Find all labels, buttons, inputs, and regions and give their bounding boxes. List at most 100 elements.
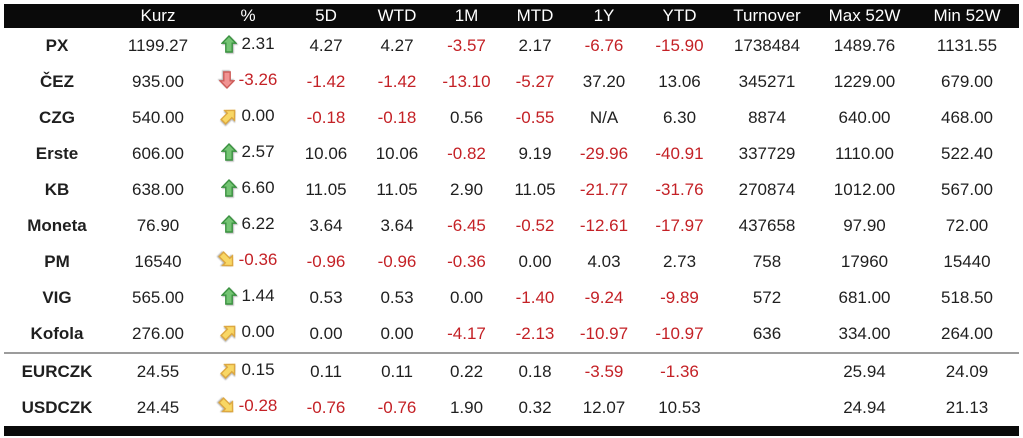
wtd-cell: 0.00 xyxy=(380,324,414,343)
table-row-erste: Erste 606.00 2.57 10.06 10.06 -0.82 9.19 -29.96… xyxy=(4,136,1019,172)
turnover-cell: 345271 xyxy=(738,72,796,91)
d5-cell: -0.76 xyxy=(306,398,346,417)
kurz-cell: 638.00 xyxy=(132,180,184,199)
wtd-cell: 11.05 xyxy=(376,180,418,199)
d5-cell: 10.06 xyxy=(304,144,348,163)
y1-cell: 12.07 xyxy=(582,398,626,417)
mtd-cell: 2.17 xyxy=(518,36,552,55)
kurz-cell: 1199.27 xyxy=(127,36,189,55)
max52w-cell: 1229.00 xyxy=(833,72,896,91)
pct-value: 2.57 xyxy=(241,142,275,161)
table-body: PX 1199.27 2.31 4.27 4.27 -3.57 2.17 -6.76 -15.9… xyxy=(4,28,1019,426)
pct-value: 0.00 xyxy=(241,106,275,125)
table-row-czg: CZG 540.00 0.00 -0.18 -0.18 0.56 -0.55 N/A 6.30 8… xyxy=(4,100,1019,136)
m1-cell: 0.22 xyxy=(432,352,501,390)
column-header-mtd: MTD xyxy=(501,4,569,28)
d5-cell: 3.64 xyxy=(309,216,343,235)
bottom-bar xyxy=(4,426,1019,436)
max52w-cell: 1489.76 xyxy=(833,36,896,55)
y1-cell: -3.59 xyxy=(569,352,639,390)
market-table: Kurz% 5D WTD 1M MTD 1Y YTD Turnover Max 52W Min 5… xyxy=(4,4,1019,426)
wtd-cell: 3.64 xyxy=(380,216,414,235)
pct-value: -0.36 xyxy=(238,250,278,269)
d5-cell: -1.42 xyxy=(306,72,346,91)
column-header-name xyxy=(4,4,110,28)
ytd-cell: -15.90 xyxy=(655,36,704,55)
max52w-cell: 97.90 xyxy=(843,216,886,235)
min52w-cell: 72.00 xyxy=(945,216,989,235)
min52w-cell: 518.50 xyxy=(941,288,993,307)
column-header-kurz: Kurz xyxy=(110,4,206,28)
kurz-cell: 24.55 xyxy=(110,352,206,390)
m1-cell: 0.00 xyxy=(449,288,484,307)
m1-cell: -0.36 xyxy=(447,252,486,271)
m1-cell: -3.57 xyxy=(447,36,486,55)
max52w-cell: 25.94 xyxy=(814,352,915,390)
turnover-cell: 437658 xyxy=(738,216,796,235)
table-row-kofola: Kofola 276.00 0.00 0.00 0.00 -4.17 -2.13 -10.97… xyxy=(4,316,1019,353)
pct-change: 1.44 xyxy=(221,286,275,306)
column-header-d5: 5D xyxy=(290,4,362,28)
table-row-usdczk: USDCZK 24.45 -0.28 -0.76 -0.76 1.90 0.32 12.07 1… xyxy=(4,390,1019,426)
min52w-cell: 264.00 xyxy=(941,324,993,343)
wtd-cell: -1.42 xyxy=(377,72,417,91)
y1-cell: -29.96 xyxy=(579,144,629,163)
turnover-cell: 572 xyxy=(752,288,782,307)
turnover-cell: 1738484 xyxy=(733,36,801,55)
d5-cell: 0.00 xyxy=(309,324,343,343)
mtd-cell: -1.40 xyxy=(515,288,555,307)
pct-change: -0.36 xyxy=(217,250,278,270)
ticker-cell: ČEZ xyxy=(40,72,74,91)
column-header-wtd: WTD xyxy=(362,4,432,28)
column-header-y1: 1Y xyxy=(569,4,639,28)
pct-cell: -3.26 xyxy=(206,64,290,100)
d5-cell: 4.27 xyxy=(309,36,343,55)
kurz-cell: 935.00 xyxy=(132,72,184,91)
kurz-cell: 24.45 xyxy=(136,398,180,417)
pct-change: 0.15 xyxy=(220,360,275,380)
ytd-cell: -17.97 xyxy=(655,216,704,235)
min52w-cell: 15440 xyxy=(943,252,991,271)
pct-cell: -0.28 xyxy=(206,390,290,426)
y1-cell: -10.97 xyxy=(579,324,629,343)
turnover-cell xyxy=(720,352,814,390)
pct-value: 2.31 xyxy=(241,34,275,53)
pct-cell: 0.15 xyxy=(206,352,290,390)
d5-cell: -0.18 xyxy=(306,108,346,127)
pct-cell: 6.60 xyxy=(206,172,290,208)
kurz-cell: 606.00 xyxy=(132,144,184,163)
max52w-cell: 1110.00 xyxy=(835,144,894,163)
mtd-cell: -0.55 xyxy=(515,108,555,127)
table-row-cez: ČEZ 935.00 -3.26 -1.42 -1.42 -13.10 -5.27 37.20… xyxy=(4,64,1019,100)
wtd-cell: -0.76 xyxy=(377,398,417,417)
diag-down-arrow-icon xyxy=(217,397,235,415)
pct-cell: 0.00 xyxy=(206,316,290,353)
min52w-cell: 679.00 xyxy=(941,72,993,91)
column-header-min-52w: Min 52W xyxy=(915,4,1019,28)
y1-cell: -12.61 xyxy=(579,216,629,235)
mtd-cell: 11.05 xyxy=(514,180,556,199)
ytd-cell: 2.73 xyxy=(662,252,697,271)
min52w-cell: 468.00 xyxy=(941,108,993,127)
pct-value: 6.60 xyxy=(241,178,275,197)
mtd-cell: 0.00 xyxy=(518,252,552,271)
wtd-cell: 0.53 xyxy=(380,288,414,307)
pct-cell: 2.31 xyxy=(206,28,290,64)
m1-cell: 1.90 xyxy=(449,398,484,417)
turnover-cell: 8874 xyxy=(748,108,786,127)
ytd-cell: -10.97 xyxy=(655,324,704,343)
pct-cell: 6.22 xyxy=(206,208,290,244)
pct-cell: 0.00 xyxy=(206,100,290,136)
ytd-cell: -31.76 xyxy=(655,180,704,199)
wtd-cell: -0.96 xyxy=(377,252,417,271)
ticker-cell: PM xyxy=(44,252,70,271)
pct-value: 0.15 xyxy=(241,360,275,379)
ytd-cell: 13.06 xyxy=(658,72,701,91)
mtd-cell: -0.52 xyxy=(515,216,555,235)
ytd-cell: -1.36 xyxy=(639,352,720,390)
column-header-turnover: Turnover xyxy=(720,4,814,28)
y1-cell: 4.03 xyxy=(587,252,621,271)
up-arrow-icon xyxy=(221,143,238,161)
m1-cell: 2.90 xyxy=(449,180,484,199)
wtd-cell: 0.11 xyxy=(362,352,432,390)
